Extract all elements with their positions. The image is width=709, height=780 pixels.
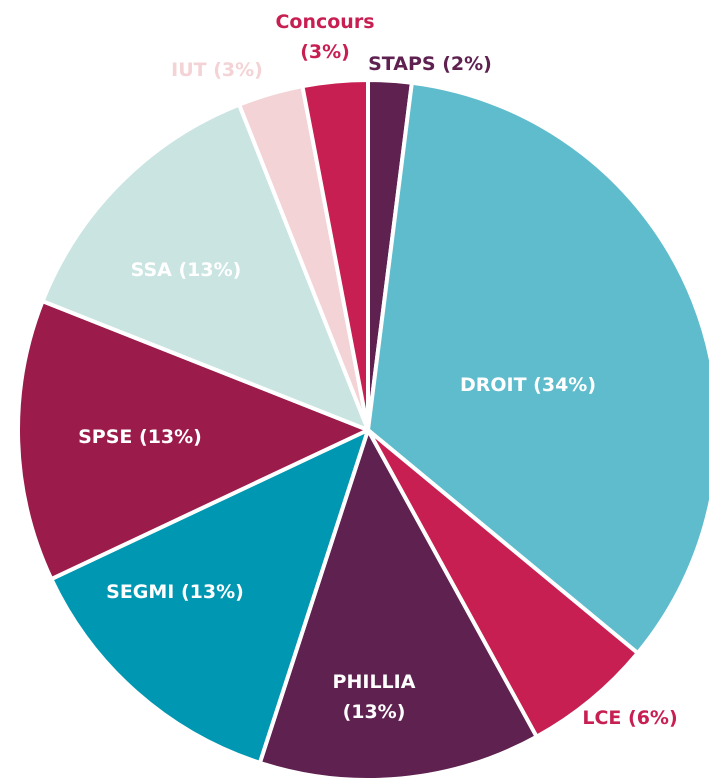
label-line: SPSE (13%) — [78, 426, 202, 448]
label-line: LCE (6%) — [582, 707, 677, 729]
slice-label: PHILLIA (13%) — [333, 671, 416, 723]
slice-label: DROIT (34%) — [460, 374, 596, 396]
slice-label: STAPS (2%) — [368, 53, 492, 75]
slice-label: LCE (6%) — [582, 707, 677, 729]
label-line: PHILLIA — [333, 671, 416, 693]
label-line: (13%) — [343, 701, 406, 723]
pie-slice — [40, 102, 370, 432]
slice-label: IUT (3%) — [171, 59, 263, 81]
label-line: SEGMI (13%) — [106, 581, 244, 603]
pie-slice — [257, 428, 539, 780]
pie-slice — [366, 428, 640, 739]
pie-slice — [366, 80, 709, 656]
slice-label: SPSE (13%) — [78, 426, 202, 448]
label-line: DROIT (34%) — [460, 374, 596, 396]
label-line: IUT (3%) — [171, 59, 263, 81]
label-line: (3%) — [300, 41, 350, 63]
label-line: Concours — [275, 11, 374, 33]
label-line: STAPS (2%) — [368, 53, 492, 75]
pie-slice — [49, 428, 370, 765]
slice-label: Concours (3%) — [275, 11, 374, 63]
slice-label: SEGMI (13%) — [106, 581, 244, 603]
label-line: SSA (13%) — [131, 259, 242, 281]
pie-slice — [300, 78, 370, 432]
pie-slice — [16, 299, 370, 582]
slice-label: SSA (13%) — [131, 259, 242, 281]
